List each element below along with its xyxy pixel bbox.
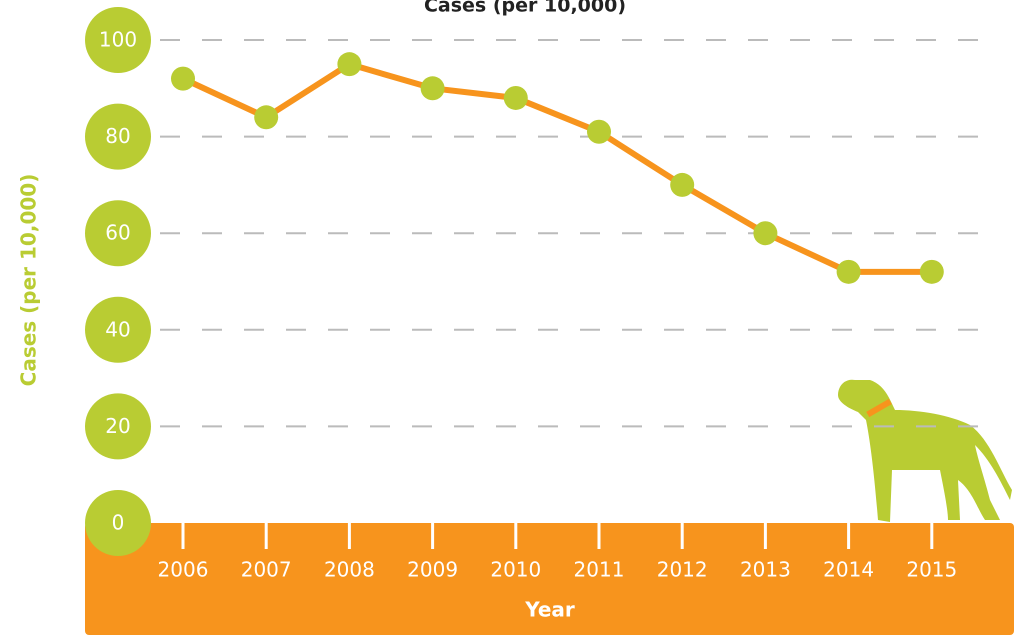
point (753, 221, 777, 245)
point (920, 260, 944, 284)
x-tick-label: 2013 (740, 558, 791, 582)
point (670, 173, 694, 197)
dog-illustration (838, 380, 1012, 522)
y-tick-label: 60 (105, 221, 130, 245)
x-tick-label: 2015 (906, 558, 957, 582)
point (171, 67, 195, 91)
x-tick-label: 2008 (324, 558, 375, 582)
chart-title: Cases (per 10,000) (424, 0, 626, 17)
line (183, 64, 932, 272)
point (837, 260, 861, 284)
x-tick-label: 2009 (407, 558, 458, 582)
point (587, 120, 611, 144)
y-tick-label: 80 (105, 124, 130, 148)
y-tick-label: 40 (105, 317, 130, 341)
x-tick-label: 2010 (490, 558, 541, 582)
x-tick-label: 2006 (158, 558, 209, 582)
point (254, 105, 278, 129)
point (504, 86, 528, 110)
y-tick-label: 100 (99, 28, 137, 52)
y-tick-label: 0 (112, 511, 125, 535)
point (421, 76, 445, 100)
x-tick-label: 2012 (657, 558, 708, 582)
y-tick-label: 20 (105, 414, 130, 438)
x-tick-label: 2011 (574, 558, 625, 582)
x-tick-label: 2014 (823, 558, 874, 582)
x-tick-label: 2007 (241, 558, 292, 582)
chart: Cases (per 10,000) Cases (per 10,000) Ye… (0, 0, 1014, 639)
x-axis-label: Year (524, 598, 575, 622)
y-axis-label: Cases (per 10,000) (17, 174, 41, 387)
point (337, 52, 361, 76)
